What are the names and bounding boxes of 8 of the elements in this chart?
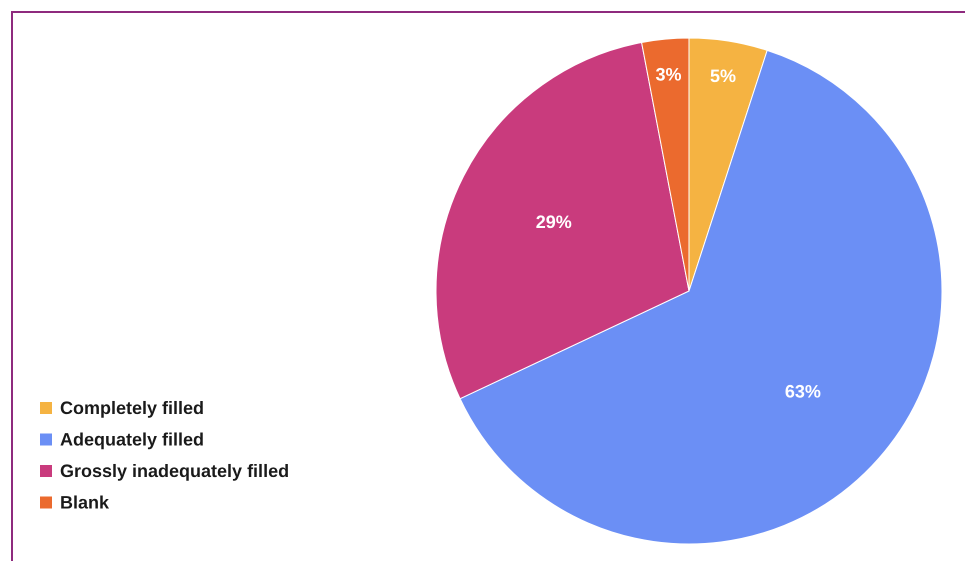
data-label: 3% <box>656 64 682 84</box>
legend-label: Grossly inadequately filled <box>60 461 290 481</box>
legend-label: Completely filled <box>60 398 204 418</box>
legend-label: Blank <box>60 492 110 512</box>
data-label: 63% <box>784 381 821 402</box>
data-label: 29% <box>536 212 572 232</box>
legend-label: Adequately filled <box>60 430 204 450</box>
data-label: 5% <box>710 66 736 86</box>
